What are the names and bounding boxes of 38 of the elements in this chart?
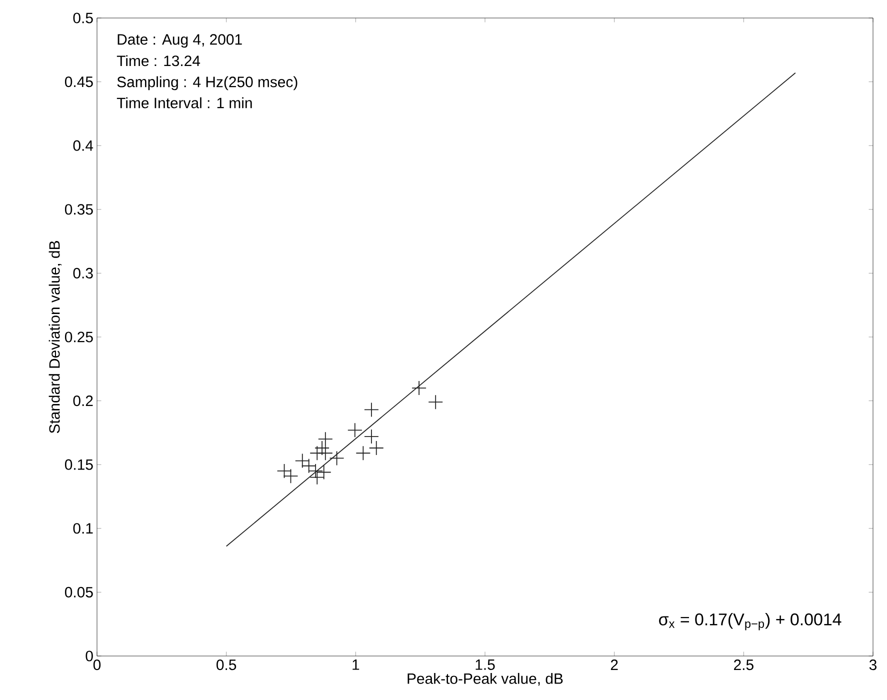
point xyxy=(316,464,332,480)
point xyxy=(318,446,333,461)
point xyxy=(314,440,330,456)
y-tick-label: 0.4 xyxy=(73,140,94,151)
point xyxy=(310,470,325,485)
x-axis-title: Peak-to-Peak value, dB xyxy=(408,672,563,686)
x-tick-label: 2 xyxy=(610,660,618,670)
point xyxy=(428,394,444,410)
point xyxy=(347,422,362,438)
annotation: Time : 13.24 xyxy=(116,55,200,66)
annotation: Time Interval : 1 min xyxy=(116,97,252,108)
y-tick-label: 0.2 xyxy=(73,396,93,406)
x-tick-label: 2.5 xyxy=(734,660,754,670)
point xyxy=(364,429,379,444)
point xyxy=(356,446,371,461)
y-axis-title: Standard Deviation value, dB xyxy=(48,241,62,434)
y-tick-label: 0.05 xyxy=(64,586,93,598)
point xyxy=(364,402,379,418)
y-tick-label: 0.1 xyxy=(73,523,93,534)
annotation: Sampling : 4 Hz(250 msec) xyxy=(117,76,298,90)
annotation: Date : Aug 4, 2001 xyxy=(118,34,242,48)
y-tick-label: 0.45 xyxy=(64,76,93,88)
x-tick-label: 1.5 xyxy=(476,660,495,670)
x-tick-label: 0.5 xyxy=(216,660,236,670)
y-tick-label: 0.35 xyxy=(64,204,93,215)
x-tick-label: 3 xyxy=(869,660,877,670)
y-tick-label: 0.3 xyxy=(73,268,93,278)
y-tick-label: 0 xyxy=(86,650,93,662)
x-tick-label: 0 xyxy=(93,660,101,670)
y-tick-label: 0.25 xyxy=(64,332,93,342)
y-tick-label: 0.15 xyxy=(64,459,93,470)
y-tick-label: 0.5 xyxy=(73,12,93,24)
point xyxy=(368,440,384,456)
point xyxy=(329,450,344,466)
point xyxy=(318,432,333,447)
point xyxy=(412,380,426,396)
x-tick-label: 1 xyxy=(352,660,360,670)
annotation: σ$_{x}$ = 0.17(V$_{p−p}$) + 0.0014 xyxy=(659,612,842,630)
